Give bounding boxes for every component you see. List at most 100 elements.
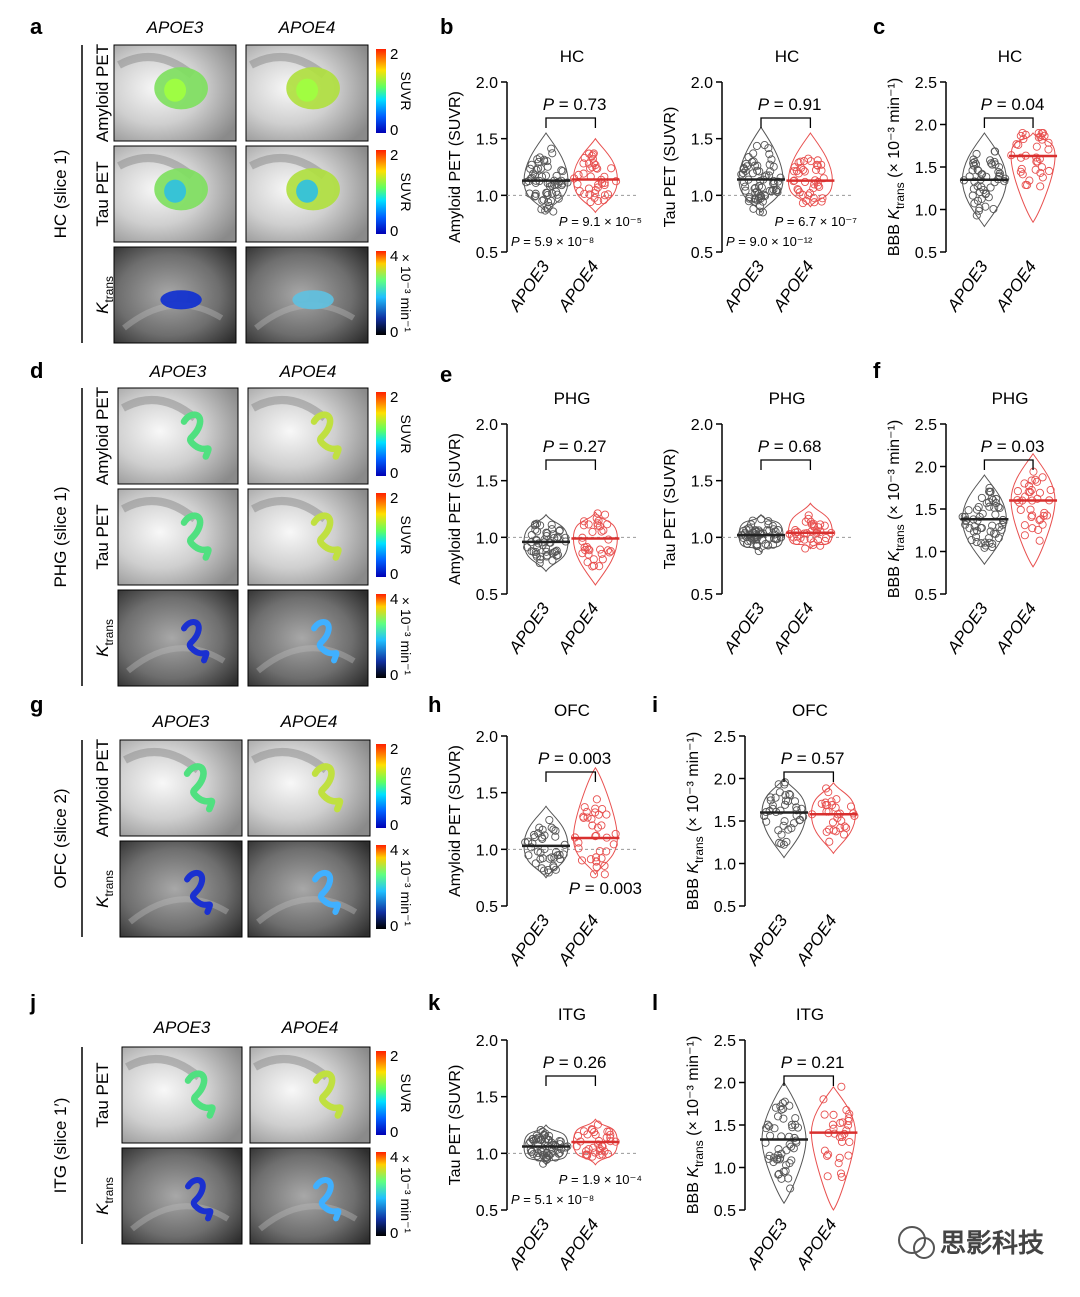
data-point bbox=[612, 177, 621, 186]
data-point bbox=[777, 830, 786, 839]
data-point bbox=[545, 202, 554, 211]
y-tick-label: 1.5 bbox=[691, 132, 713, 149]
data-point bbox=[535, 559, 544, 568]
data-point bbox=[597, 527, 606, 536]
data-point bbox=[820, 521, 829, 530]
colorbar-label: SUVR bbox=[398, 516, 414, 555]
data-point bbox=[526, 164, 535, 173]
tau-pet-image-apoe4 bbox=[245, 145, 369, 243]
data-point bbox=[836, 823, 845, 833]
y-tick-label: 1.5 bbox=[476, 132, 498, 149]
data-point bbox=[543, 157, 552, 166]
data-point bbox=[765, 160, 774, 169]
data-point bbox=[598, 555, 607, 564]
chart-title: PHG bbox=[554, 389, 591, 408]
data-point bbox=[832, 795, 841, 804]
data-point bbox=[786, 1184, 795, 1193]
data-point bbox=[769, 176, 778, 185]
data-point bbox=[547, 520, 556, 529]
p-value-annotation: P = 6.7 × 10⁻⁷ bbox=[775, 214, 858, 229]
data-point bbox=[541, 1153, 551, 1162]
row-label-tau: Tau PET bbox=[93, 504, 112, 569]
data-point bbox=[1018, 170, 1027, 179]
data-point bbox=[988, 160, 997, 169]
data-point bbox=[809, 193, 818, 202]
data-point bbox=[1044, 138, 1053, 147]
data-point bbox=[973, 165, 982, 174]
data-point bbox=[580, 543, 589, 552]
category-label-apoe3: APOE3 bbox=[943, 257, 992, 316]
data-point bbox=[824, 1150, 833, 1159]
data-point bbox=[751, 532, 760, 541]
data-point bbox=[780, 778, 789, 787]
pet-tile-texture bbox=[121, 497, 198, 523]
genotype-header-apoe3: APOE3 bbox=[146, 18, 204, 37]
data-point bbox=[748, 516, 757, 525]
data-point bbox=[537, 1136, 546, 1145]
data-point bbox=[586, 197, 595, 207]
data-point bbox=[586, 855, 595, 864]
data-point bbox=[974, 206, 983, 215]
watermark-text: 思影科技 bbox=[940, 1228, 1044, 1258]
panel-letter-f: f bbox=[873, 358, 881, 383]
data-point bbox=[804, 191, 813, 200]
data-point bbox=[1016, 505, 1025, 514]
data-point bbox=[537, 172, 547, 181]
chart-title: HC bbox=[775, 47, 800, 66]
chart-i: OFC 0.5 1.0 1.5 2.0 2.5 BBB Ktrans (× 10⁻³ min… bbox=[685, 701, 859, 970]
colorbar-suvr bbox=[376, 392, 386, 476]
data-point bbox=[839, 830, 848, 839]
colorbar-min: 0 bbox=[390, 465, 398, 482]
tau-pet-image-apoe3 bbox=[117, 488, 239, 586]
data-point bbox=[580, 189, 589, 198]
data-point bbox=[765, 1151, 774, 1160]
y-tick-label: 0.5 bbox=[476, 587, 498, 604]
colorbar-max: 2 bbox=[390, 389, 398, 406]
data-point bbox=[774, 1145, 783, 1154]
data-point bbox=[573, 180, 582, 189]
colorbar-max: 2 bbox=[390, 46, 398, 63]
data-point bbox=[753, 166, 762, 175]
data-point bbox=[751, 188, 760, 197]
data-point bbox=[1037, 128, 1046, 138]
data-point bbox=[986, 487, 995, 496]
data-point bbox=[973, 182, 982, 191]
data-point bbox=[558, 167, 567, 176]
amyloid-pet-image-apoe4 bbox=[247, 387, 369, 485]
data-point bbox=[527, 1147, 536, 1156]
y-tick-label: 1.0 bbox=[476, 842, 498, 859]
data-point bbox=[587, 814, 596, 824]
ktrans-signal bbox=[181, 619, 210, 664]
data-point bbox=[827, 801, 837, 810]
data-point bbox=[611, 829, 620, 838]
colorbar-min: 0 bbox=[390, 1225, 398, 1242]
data-point bbox=[748, 169, 758, 178]
colorbar-ktrans bbox=[376, 1152, 386, 1236]
data-point bbox=[602, 847, 611, 856]
tau-pet-image-apoe3 bbox=[121, 1046, 243, 1144]
data-point bbox=[551, 832, 560, 841]
data-point bbox=[585, 190, 594, 199]
mri-tile-texture bbox=[256, 645, 356, 674]
data-point bbox=[779, 1114, 788, 1123]
chart-h: OFC 0.5 1.0 1.5 2.0 Amyloid PET (SUVR) APOE3 AP… bbox=[447, 701, 642, 970]
data-point bbox=[579, 521, 588, 530]
significance-bracket bbox=[545, 459, 597, 470]
data-point bbox=[769, 162, 778, 171]
y-tick-label: 1.5 bbox=[476, 786, 498, 803]
mri-tile-texture bbox=[128, 896, 230, 925]
data-point bbox=[978, 170, 987, 179]
data-point bbox=[583, 813, 592, 822]
colorbar-label: SUVR bbox=[398, 72, 414, 111]
colorbar-max: 2 bbox=[390, 147, 398, 164]
data-point bbox=[751, 195, 760, 204]
data-point bbox=[985, 483, 994, 492]
violin-apoe4 bbox=[787, 132, 833, 208]
data-point bbox=[800, 157, 809, 166]
ktrans-signal bbox=[313, 1177, 342, 1222]
data-point bbox=[765, 186, 774, 195]
tau-pet-image-apoe4 bbox=[249, 1046, 371, 1144]
data-point bbox=[773, 177, 783, 186]
data-point bbox=[580, 803, 589, 812]
data-point bbox=[1042, 511, 1051, 520]
